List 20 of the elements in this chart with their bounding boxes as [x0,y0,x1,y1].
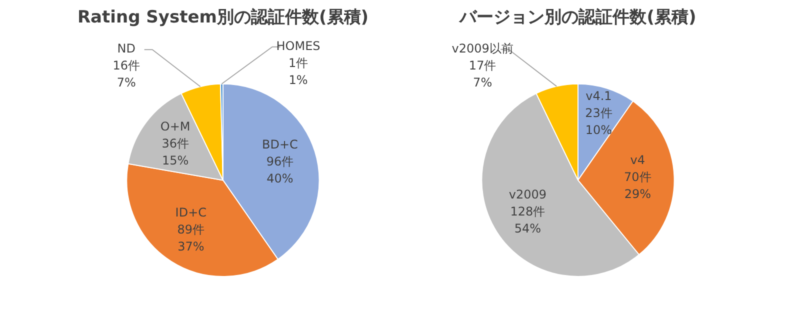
chart-title: Rating System別の認証件数(累積) [77,8,369,28]
slice-label: ND [117,42,136,56]
data-label: 16件 7% [112,58,140,90]
slice-label: ID+C [175,206,207,220]
slice-label: BD+C [262,137,298,152]
data-label: 89件 37% [177,222,205,254]
data-label: 17件 7% [468,58,496,90]
slice-label: v4.1 [586,89,612,104]
slice-label: v2009以前 [452,41,514,56]
chart-title: バージョン別の認証件数(累積) [458,8,696,28]
data-label: 96件 40% [266,154,294,186]
slice-label: v4 [630,152,646,167]
slice-label: v2009 [508,187,546,202]
data-label: 128件 54% [510,204,546,236]
slice-label: HOMES [276,39,320,54]
slice-label: O+M [160,119,190,134]
data-label: 1件 1% [288,56,308,88]
data-label: 23件 10% [585,106,612,138]
data-label: 36件 15% [162,136,189,168]
data-label: 70件 29% [624,170,652,201]
